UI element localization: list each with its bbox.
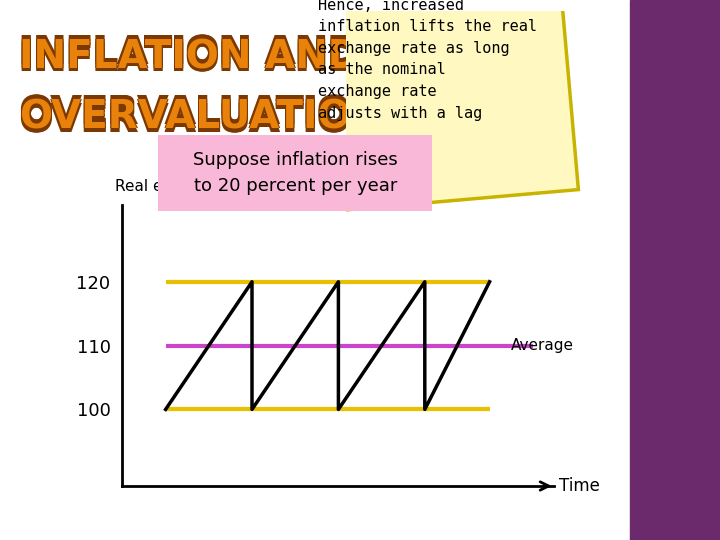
Text: Hence, increased
inflation lifts the real
exchange rate as long
as the nominal
e: Hence, increased inflation lifts the rea… [318, 0, 537, 121]
Text: OVERVALUATION: OVERVALUATION [19, 98, 383, 137]
FancyBboxPatch shape [145, 131, 446, 214]
Text: OVERVALUATION: OVERVALUATION [18, 94, 382, 133]
Text: Suppose inflation rises
to 20 percent per year: Suppose inflation rises to 20 percent pe… [193, 151, 397, 195]
Text: OVERVALUATION: OVERVALUATION [20, 98, 384, 137]
Text: INFLATION AND: INFLATION AND [18, 38, 359, 76]
Text: INFLATION AND: INFLATION AND [18, 42, 359, 80]
FancyBboxPatch shape [305, 0, 578, 212]
Text: INFLATION AND: INFLATION AND [19, 34, 360, 72]
Text: OVERVALUATION: OVERVALUATION [20, 102, 384, 140]
Text: OVERVALUATION: OVERVALUATION [18, 102, 382, 140]
Text: INFLATION AND: INFLATION AND [19, 42, 360, 80]
Text: OVERVALUATION: OVERVALUATION [20, 94, 384, 133]
Text: INFLATION AND: INFLATION AND [18, 34, 359, 72]
Text: Time: Time [559, 477, 600, 495]
Text: OVERVALUATION: OVERVALUATION [18, 98, 382, 137]
Text: INFLATION AND: INFLATION AND [20, 38, 361, 76]
Text: OVERVALUATION: OVERVALUATION [19, 102, 383, 140]
Text: INFLATION AND: INFLATION AND [20, 34, 361, 72]
Text: Real exchange rate: Real exchange rate [115, 179, 264, 194]
Bar [630, 0, 720, 540]
Text: Average: Average [511, 338, 575, 353]
Text: INFLATION AND: INFLATION AND [19, 38, 360, 76]
Text: INFLATION AND: INFLATION AND [20, 42, 361, 80]
Text: OVERVALUATION: OVERVALUATION [19, 94, 383, 133]
